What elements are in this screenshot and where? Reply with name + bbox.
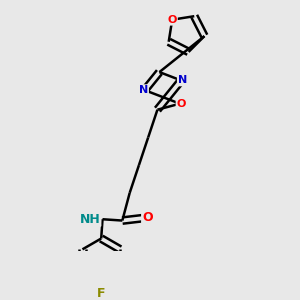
Text: NH: NH	[80, 213, 101, 226]
Text: N: N	[139, 85, 148, 95]
Text: O: O	[167, 15, 177, 25]
Text: N: N	[178, 75, 187, 85]
Text: O: O	[142, 212, 153, 224]
Text: F: F	[97, 287, 105, 300]
Text: O: O	[176, 99, 186, 109]
